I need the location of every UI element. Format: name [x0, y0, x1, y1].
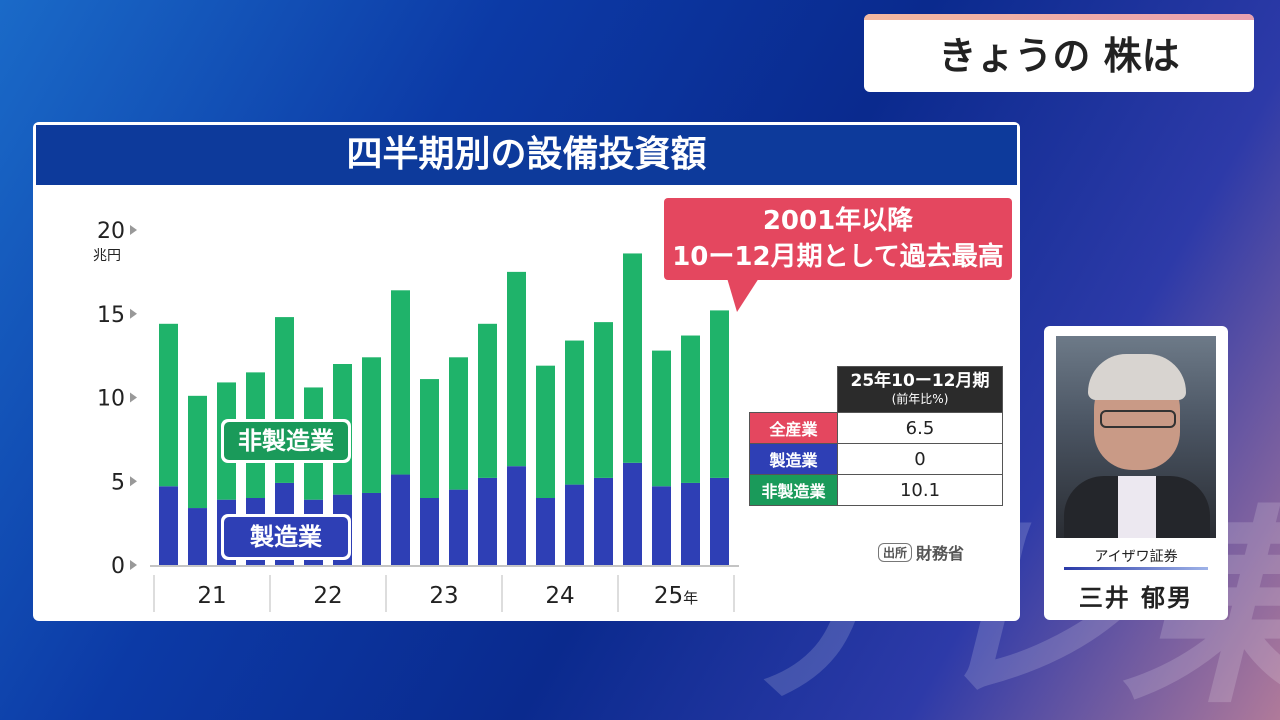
- bar-manufacturing: [565, 484, 584, 565]
- x-tick-label: 22: [313, 583, 342, 609]
- program-corner-title: きょうの 株は: [864, 14, 1254, 92]
- bar-nonmanufacturing: [391, 290, 410, 475]
- stats-corner-empty: [750, 367, 838, 413]
- guest-card: アイザワ証券 三井 郁男: [1044, 326, 1228, 620]
- stats-header: 25年10ー12月期 (前年比%): [837, 366, 1003, 413]
- bar-manufacturing: [507, 466, 526, 565]
- bar-nonmanufacturing: [188, 395, 207, 509]
- bar-manufacturing: [362, 492, 381, 565]
- stats-row: 製造業 0: [749, 443, 1003, 475]
- bar-manufacturing: [594, 477, 613, 565]
- guest-name: 三井 郁男: [1078, 584, 1194, 612]
- bar-manufacturing: [652, 486, 671, 565]
- x-tick-label: 25年: [654, 583, 698, 609]
- y-tick-label: 5: [111, 470, 125, 495]
- stats-row: 全産業 6.5: [749, 412, 1003, 444]
- source-tag: 出所: [878, 543, 913, 562]
- guest-photo: [1056, 336, 1216, 538]
- bar-manufacturing: [536, 498, 555, 565]
- bar-nonmanufacturing: [710, 310, 729, 478]
- bar-manufacturing: [623, 462, 642, 565]
- guest-affiliation: アイザワ証券: [1094, 549, 1178, 565]
- bar-manufacturing: [420, 498, 439, 565]
- y-tick-arrow: [130, 476, 137, 487]
- y-tick-arrow: [130, 308, 137, 319]
- bar-manufacturing: [710, 477, 729, 565]
- bar-manufacturing: [478, 477, 497, 565]
- source-name: 財務省: [916, 544, 965, 563]
- stats-header-unit: (前年比%): [891, 392, 949, 406]
- stats-header-period: 25年10ー12月期: [850, 371, 990, 391]
- affiliation-divider: [1064, 567, 1208, 570]
- bar-nonmanufacturing: [536, 365, 555, 498]
- corner-title-text: きょうの 株は: [938, 34, 1180, 78]
- bar-nonmanufacturing: [594, 322, 613, 478]
- callout-pointer: [727, 278, 759, 312]
- y-tick-label: 10: [97, 387, 125, 412]
- bar-manufacturing: [681, 482, 700, 565]
- y-tick-arrow: [130, 392, 137, 403]
- bar-nonmanufacturing: [623, 253, 642, 463]
- stats-row-value: 0: [837, 443, 1003, 475]
- y-tick-label: 15: [97, 303, 125, 328]
- bar-nonmanufacturing: [652, 350, 671, 487]
- y-tick-arrow: [130, 225, 137, 235]
- bar-manufacturing: [188, 508, 207, 565]
- x-tick-label: 23: [429, 583, 458, 609]
- callout-line-1: 2001年以降: [762, 206, 914, 236]
- bar-nonmanufacturing: [507, 271, 526, 467]
- bar-nonmanufacturing: [478, 323, 497, 478]
- chart-title: 四半期別の設備投資額: [33, 122, 1020, 188]
- stats-row-label: 全産業: [749, 412, 838, 444]
- stats-row-value: 6.5: [837, 412, 1003, 444]
- callout-line-2: 10ー12月期として過去最高: [672, 242, 1004, 272]
- record-callout: 2001年以降 10ー12月期として過去最高: [664, 198, 1012, 280]
- bar-nonmanufacturing: [362, 357, 381, 493]
- legend-label-nonmanufacturing: 非製造業: [221, 419, 351, 463]
- data-source: 出所 財務省: [878, 540, 964, 564]
- stats-row-value: 10.1: [837, 474, 1003, 506]
- bar-manufacturing: [159, 486, 178, 565]
- x-tick-label: 21: [197, 583, 226, 609]
- title-accent-bar: [864, 14, 1254, 20]
- y-tick-label: 0: [111, 554, 125, 579]
- chart-panel: 四半期別の設備投資額 0 5 10 15 20 兆円 21 22 23 24 25年 非製造業 製造…: [33, 122, 1020, 621]
- legend-label-manufacturing: 製造業: [221, 514, 351, 560]
- yoy-stats-table: 25年10ー12月期 (前年比%) 全産業 6.5 製造業 0 非製造業 10.…: [749, 366, 1003, 506]
- bar-nonmanufacturing: [420, 379, 439, 498]
- y-axis-unit: 兆円: [93, 248, 121, 264]
- bar-nonmanufacturing: [565, 340, 584, 485]
- stats-row-label: 製造業: [749, 443, 838, 475]
- bar-manufacturing: [449, 489, 468, 565]
- bar-nonmanufacturing: [681, 335, 700, 483]
- y-tick-arrow: [130, 560, 137, 570]
- y-tick-label: 20: [97, 219, 125, 244]
- stats-row: 非製造業 10.1: [749, 474, 1003, 506]
- bar-nonmanufacturing: [159, 323, 178, 487]
- bar-nonmanufacturing: [449, 357, 468, 490]
- bar-manufacturing: [391, 474, 410, 565]
- x-tick-label: 24: [545, 583, 574, 609]
- stats-row-label: 非製造業: [749, 474, 838, 506]
